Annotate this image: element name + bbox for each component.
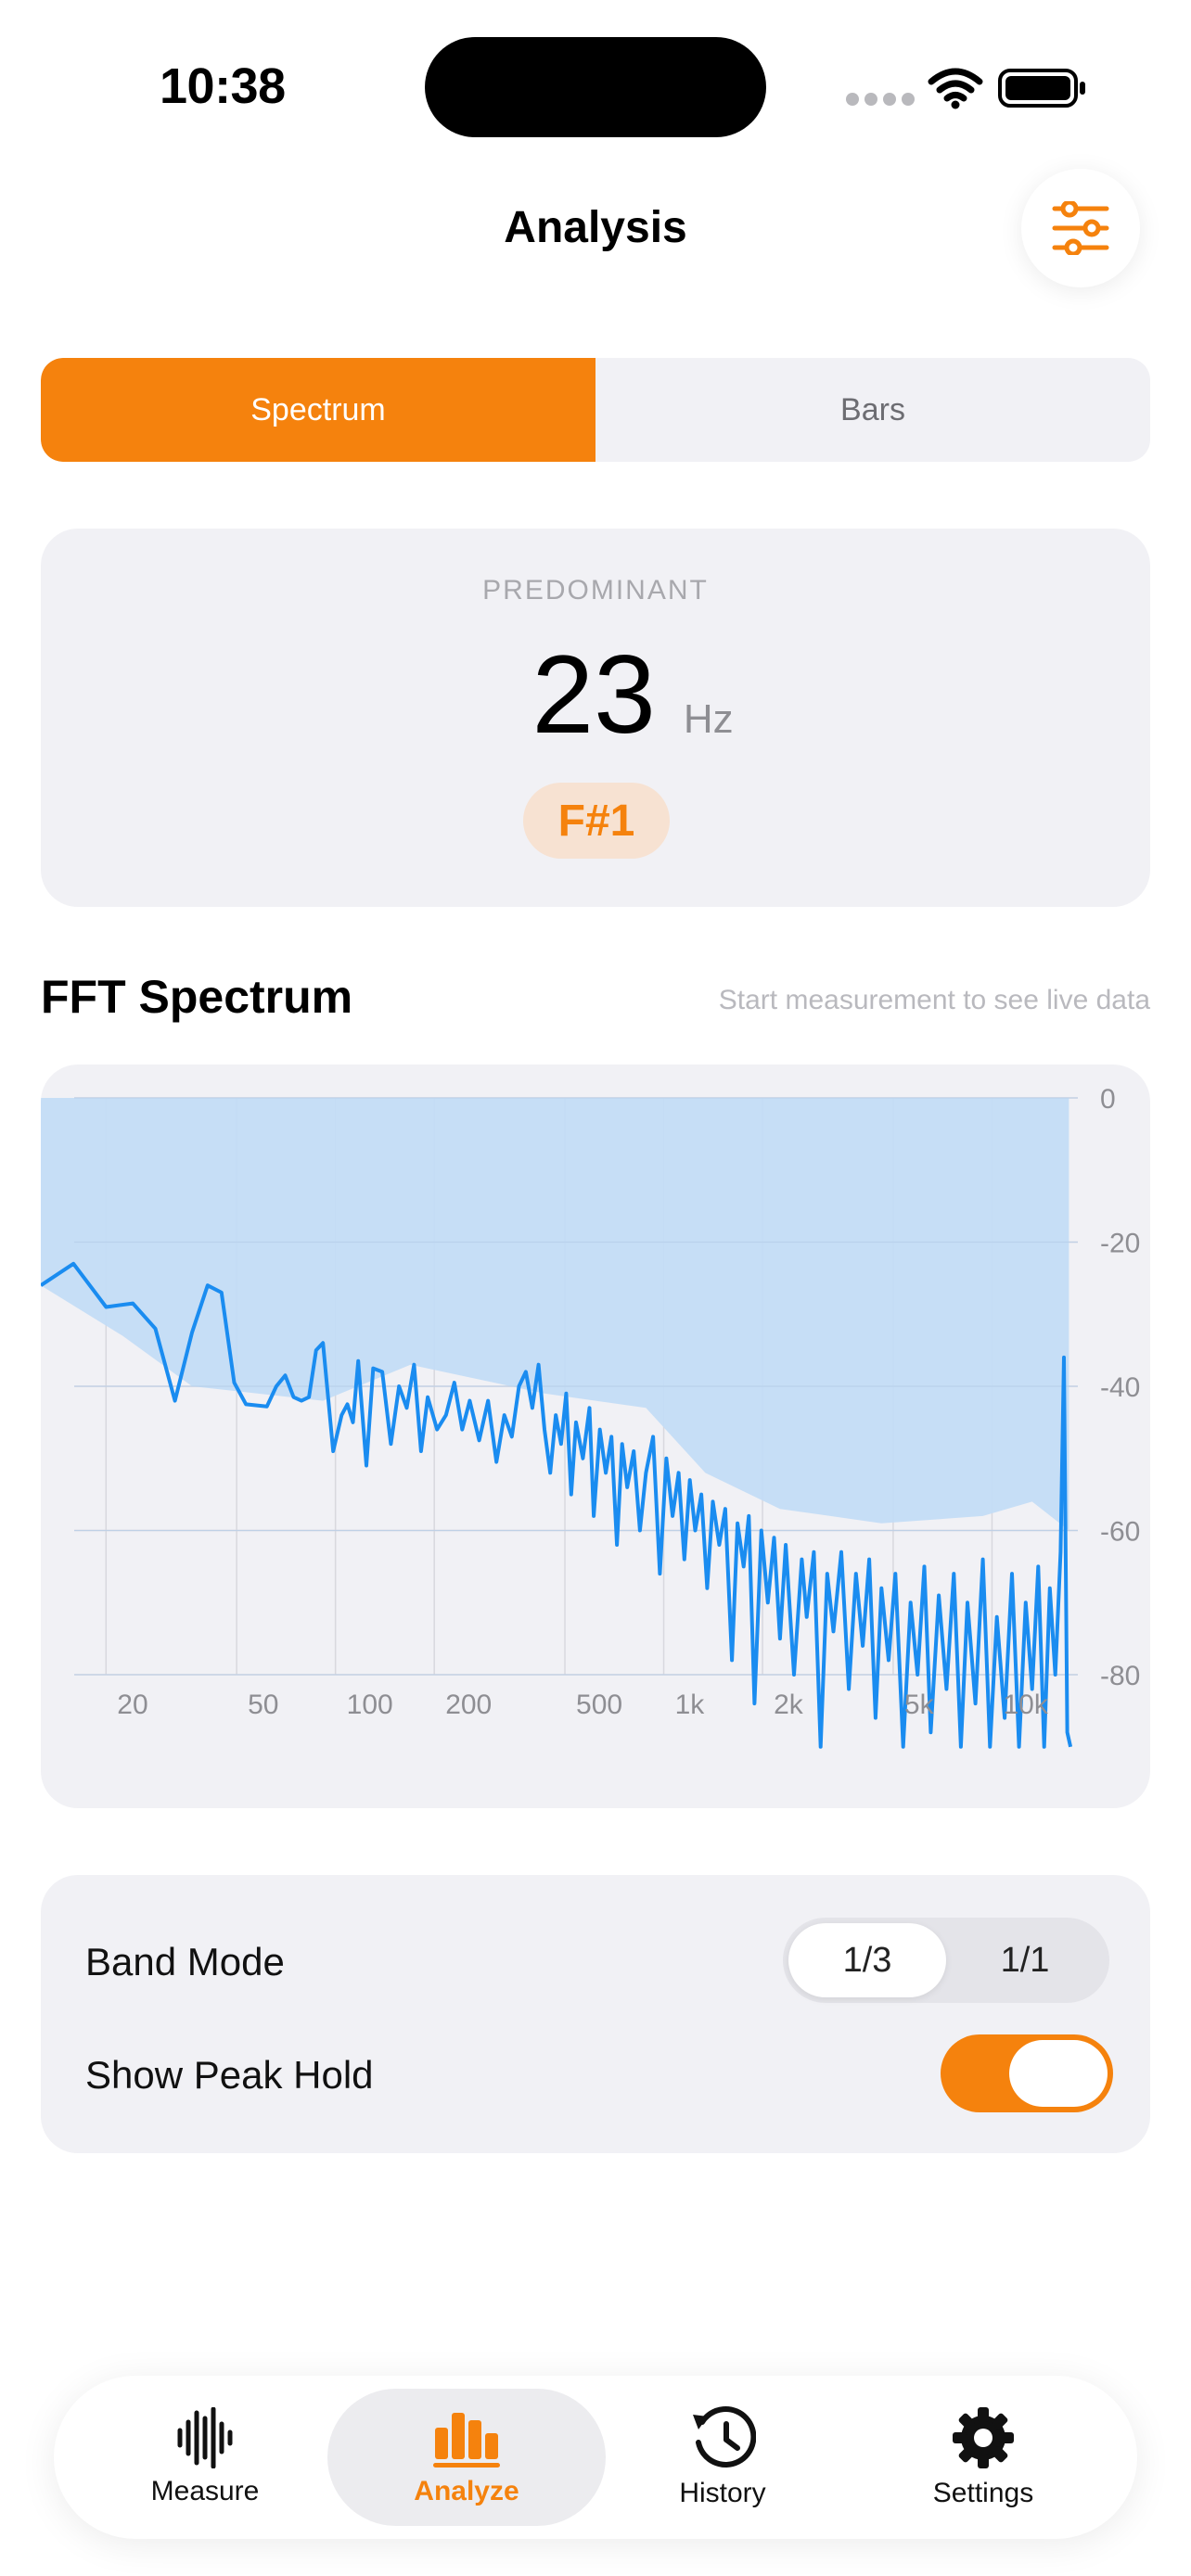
- switch-knob: [1009, 2040, 1108, 2107]
- x-tick-label: 2k: [774, 1690, 804, 1720]
- waveform-icon: [177, 2407, 233, 2468]
- section-hint: Start measurement to see live data: [718, 985, 1150, 1015]
- segment-bars[interactable]: Bars: [840, 391, 905, 427]
- y-tick-label: -60: [1100, 1517, 1140, 1548]
- tab-label-settings: Settings: [932, 2478, 1034, 2508]
- band-mode-label: Band Mode: [85, 1940, 285, 1983]
- band-option-third-octave[interactable]: 1/3: [788, 1923, 946, 1997]
- tab-settings[interactable]: Settings: [853, 2376, 1113, 2539]
- tab-label-measure: Measure: [150, 2476, 260, 2506]
- gear-icon: [953, 2407, 1014, 2468]
- history-icon: [693, 2406, 756, 2468]
- fft-chart-card: 0 -20 -40 -60 -80 20 50 100 200 500 1k 2k 5k 10k: [41, 1065, 1150, 1808]
- x-tick-label: 200: [445, 1690, 492, 1720]
- x-tick-label: 1k: [675, 1690, 706, 1720]
- tab-label-analyze: Analyze: [414, 2476, 519, 2506]
- frequency-unit: Hz: [683, 696, 734, 742]
- status-time: 10:38: [160, 58, 286, 114]
- wifi-icon: [928, 68, 983, 109]
- sliders-icon: [1052, 201, 1109, 255]
- y-tick-label: -40: [1100, 1372, 1140, 1403]
- filter-settings-button[interactable]: [1021, 169, 1140, 287]
- peak-hold-switch[interactable]: [941, 2034, 1113, 2112]
- y-tick-label: 0: [1100, 1084, 1116, 1115]
- bar-chart-icon: [433, 2413, 500, 2468]
- predominant-label: PREDOMINANT: [482, 575, 709, 606]
- page-title: Analysis: [504, 203, 687, 252]
- view-segmented-control: Spectrum Bars: [41, 358, 1150, 462]
- cellular-signal-icon: [846, 93, 915, 106]
- tab-measure[interactable]: Measure: [75, 2376, 335, 2539]
- x-tick-label: 50: [248, 1690, 278, 1720]
- x-tick-label: 20: [117, 1690, 147, 1720]
- peak-hold-area: [41, 1098, 1069, 1531]
- tab-history[interactable]: History: [593, 2376, 852, 2539]
- tab-bar: Measure Analyze History: [54, 2376, 1137, 2539]
- predominant-frequency: 23: [531, 632, 656, 757]
- tab-analyze[interactable]: Analyze: [337, 2376, 596, 2539]
- x-tick-label: 500: [576, 1690, 622, 1720]
- options-card: Band Mode 1/3 1/1 Show Peak Hold: [41, 1875, 1150, 2153]
- segment-spectrum[interactable]: Spectrum: [41, 358, 596, 462]
- x-tick-label: 100: [347, 1690, 393, 1720]
- section-title: FFT Spectrum: [41, 971, 353, 1023]
- x-tick-label: 5k: [904, 1690, 935, 1720]
- tab-label-history: History: [679, 2478, 766, 2508]
- peak-hold-label: Show Peak Hold: [85, 2053, 374, 2097]
- x-tick-label: 10k: [1003, 1690, 1048, 1720]
- tab-active-pill: [327, 2389, 606, 2526]
- predominant-value-row: 23 Hz: [41, 631, 1150, 759]
- band-option-octave[interactable]: 1/1: [1000, 1940, 1050, 1980]
- fft-chart: 0 -20 -40 -60 -80 20 50 100 200 500 1k 2k 5k 10k: [41, 1084, 1140, 1749]
- battery-icon: [998, 69, 1085, 108]
- dynamic-island: [425, 37, 766, 137]
- note-badge: F#1: [523, 783, 670, 859]
- spectrum-line: [41, 1261, 1073, 1749]
- predominant-card: PREDOMINANT 23 Hz F#1: [41, 529, 1150, 907]
- y-tick-label: -20: [1100, 1229, 1140, 1259]
- band-mode-toggle: 1/3 1/1: [783, 1918, 1109, 2003]
- y-tick-label: -80: [1100, 1661, 1140, 1691]
